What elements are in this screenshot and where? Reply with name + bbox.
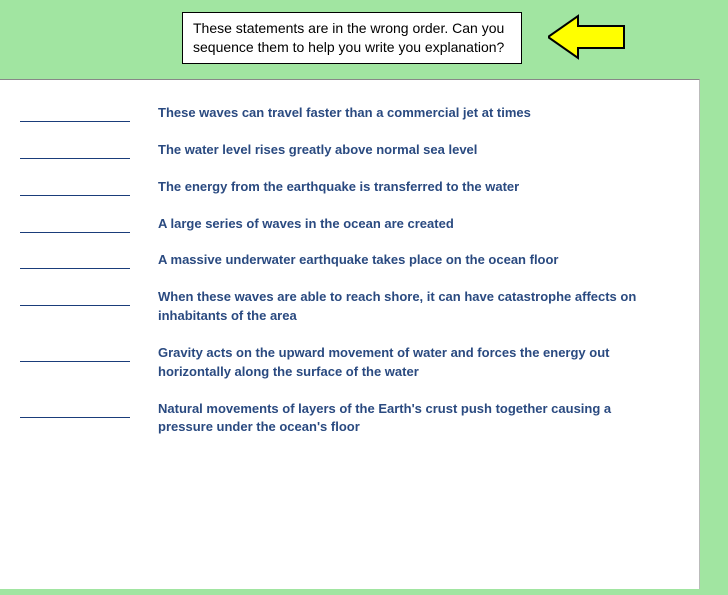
statement-text: The water level rises greatly above norm… (158, 141, 679, 160)
statement-text: These waves can travel faster than a com… (158, 104, 679, 123)
statement-text: Gravity acts on the upward movement of w… (158, 344, 679, 382)
answer-blank[interactable] (20, 143, 130, 159)
sequence-row: The water level rises greatly above norm… (20, 141, 679, 160)
sequence-row: Gravity acts on the upward movement of w… (20, 344, 679, 382)
statement-text: When these waves are able to reach shore… (158, 288, 679, 326)
answer-blank[interactable] (20, 106, 130, 122)
worksheet-panel: These waves can travel faster than a com… (0, 79, 700, 589)
left-arrow-icon (548, 14, 626, 65)
instruction-text: These statements are in the wrong order.… (193, 20, 504, 55)
sequence-row: A large series of waves in the ocean are… (20, 215, 679, 234)
instruction-box: These statements are in the wrong order.… (182, 12, 522, 64)
statement-text: Natural movements of layers of the Earth… (158, 400, 679, 438)
sequence-row: These waves can travel faster than a com… (20, 104, 679, 123)
answer-blank[interactable] (20, 346, 130, 362)
sequence-row: The energy from the earthquake is transf… (20, 178, 679, 197)
statement-text: The energy from the earthquake is transf… (158, 178, 679, 197)
answer-blank[interactable] (20, 290, 130, 306)
sequence-row: Natural movements of layers of the Earth… (20, 400, 679, 438)
answer-blank[interactable] (20, 217, 130, 233)
answer-blank[interactable] (20, 253, 130, 269)
sequence-row: A massive underwater earthquake takes pl… (20, 251, 679, 270)
answer-blank[interactable] (20, 402, 130, 418)
sequence-row: When these waves are able to reach shore… (20, 288, 679, 326)
answer-blank[interactable] (20, 180, 130, 196)
statement-text: A large series of waves in the ocean are… (158, 215, 679, 234)
statement-text: A massive underwater earthquake takes pl… (158, 251, 679, 270)
